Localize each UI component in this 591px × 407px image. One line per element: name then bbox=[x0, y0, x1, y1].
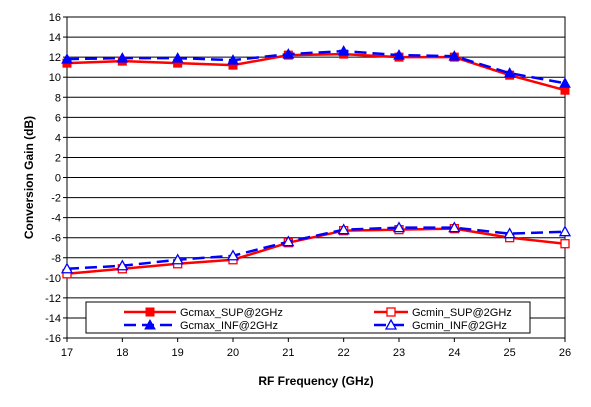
x-axis: 17 18 19 20 21 22 23 24 25 26 bbox=[61, 338, 571, 359]
legend-marker bbox=[384, 318, 398, 330]
data-point bbox=[61, 53, 73, 64]
y-tick-label: 0 bbox=[55, 173, 61, 185]
x-tick-label: 25 bbox=[504, 347, 516, 359]
y-tick-label: 10 bbox=[49, 72, 61, 84]
y-tick-label: 16 bbox=[49, 12, 61, 24]
y-tick-label: -2 bbox=[51, 193, 61, 205]
data-point bbox=[337, 223, 350, 235]
y-tick-label: 12 bbox=[49, 52, 61, 64]
legend-marker bbox=[386, 307, 396, 317]
data-point bbox=[503, 227, 516, 239]
data-point bbox=[116, 52, 129, 63]
data-point bbox=[392, 221, 406, 233]
y-axis: -16 -14 -12 -10 -8 -6 -4 -2 0 2 4 6 8 10 12 14 16 bbox=[45, 12, 67, 345]
series-3 bbox=[60, 221, 572, 274]
legend-entry: Gcmax_INF@2GHz bbox=[124, 318, 278, 332]
data-point bbox=[559, 77, 571, 88]
y-tick-label: -16 bbox=[45, 333, 61, 345]
data-point bbox=[226, 249, 240, 261]
data-point bbox=[60, 262, 74, 274]
x-tick-label: 20 bbox=[227, 347, 239, 359]
x-tick-label: 18 bbox=[116, 347, 128, 359]
x-tick-label: 17 bbox=[61, 347, 73, 359]
x-tick-label: 21 bbox=[282, 347, 294, 359]
x-tick-label: 22 bbox=[338, 347, 350, 359]
data-point bbox=[171, 52, 184, 63]
x-tick-label: 26 bbox=[559, 347, 571, 359]
data-point bbox=[393, 49, 405, 60]
legend-label: Gcmin_SUP@2GHz bbox=[412, 307, 512, 319]
legend-entry: Gcmin_SUP@2GHz bbox=[374, 307, 512, 319]
data-point bbox=[171, 253, 184, 265]
y-tick-label: -6 bbox=[51, 233, 61, 245]
series-2 bbox=[61, 45, 571, 88]
data-point bbox=[448, 50, 461, 61]
legend-label: Gcmax_INF@2GHz bbox=[180, 320, 278, 332]
x-tick-label: 23 bbox=[393, 347, 405, 359]
y-tick-label: 8 bbox=[55, 92, 61, 104]
legend-label: Gcmin_INF@2GHz bbox=[412, 320, 507, 332]
series-line bbox=[66, 226, 566, 271]
legend-entry: Gcmin_INF@2GHz bbox=[374, 318, 507, 332]
x-tick-label: 24 bbox=[448, 347, 460, 359]
legend-box bbox=[85, 301, 531, 334]
data-point bbox=[448, 221, 461, 233]
x-axis-label: RF Frequency (GHz) bbox=[258, 374, 373, 388]
data-point bbox=[337, 45, 350, 56]
series-line bbox=[66, 227, 566, 276]
y-tick-label: 2 bbox=[55, 152, 61, 164]
data-point bbox=[227, 54, 239, 65]
y-tick-label: 6 bbox=[55, 112, 61, 124]
series-line bbox=[66, 52, 566, 92]
y-tick-label: -12 bbox=[45, 293, 61, 305]
y-tick-label: -4 bbox=[51, 213, 61, 225]
data-point bbox=[282, 48, 295, 59]
data-point bbox=[558, 225, 572, 237]
data-point bbox=[503, 67, 516, 78]
data-point bbox=[116, 259, 129, 271]
data-point bbox=[560, 239, 570, 249]
y-tick-label: 4 bbox=[55, 132, 61, 144]
legend-label: Gcmax_SUP@2GHz bbox=[180, 307, 283, 319]
legend-marker bbox=[144, 318, 156, 330]
x-tick-label: 19 bbox=[172, 347, 184, 359]
y-tick-label: -14 bbox=[45, 313, 61, 325]
y-axis-label: Conversion Gain (dB) bbox=[22, 116, 36, 239]
series-line bbox=[66, 49, 566, 85]
data-point bbox=[282, 235, 295, 247]
legend-entry: Gcmax_SUP@2GHz bbox=[124, 307, 283, 319]
y-tick-label: -8 bbox=[51, 253, 61, 265]
series-group bbox=[60, 45, 572, 279]
legend: Gcmax_SUP@2GHz Gcmin_SUP@2GHz Gcmax_INF@2G… bbox=[85, 301, 531, 334]
legend-marker bbox=[145, 307, 155, 317]
y-tick-label: 14 bbox=[49, 32, 61, 44]
y-tick-label: -10 bbox=[45, 273, 61, 285]
